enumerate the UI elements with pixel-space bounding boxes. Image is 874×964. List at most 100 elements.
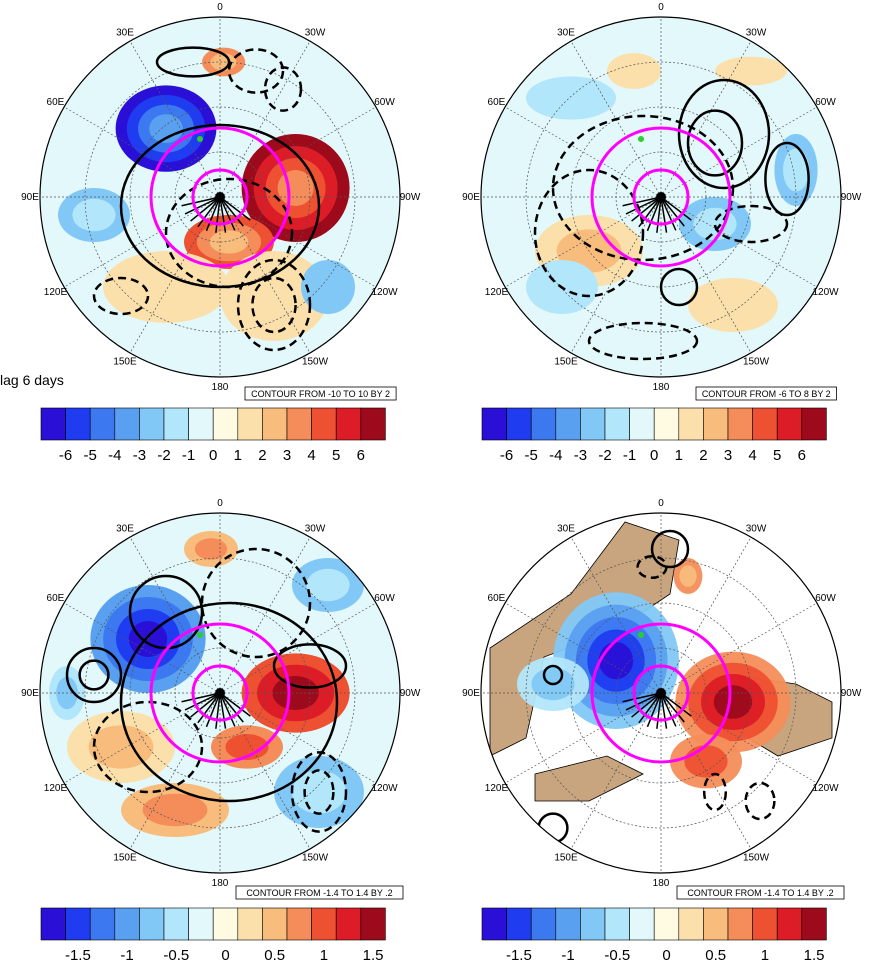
longitude-label: 0 xyxy=(658,2,664,13)
contour-line xyxy=(660,196,677,231)
contour-line xyxy=(660,692,668,729)
magenta-inner-circle xyxy=(632,168,690,226)
contour-line xyxy=(92,700,204,794)
longitude-label: 60W xyxy=(374,593,395,604)
contour-line xyxy=(702,772,728,812)
longitude-label: 60E xyxy=(488,97,506,108)
meridian-line xyxy=(660,692,818,784)
magenta-inner-circle xyxy=(191,168,249,226)
colorbar-label: 2 xyxy=(258,447,266,464)
colorbar-label: -0.5 xyxy=(163,947,189,964)
shading-region xyxy=(194,538,228,560)
meridian-line xyxy=(219,536,311,694)
longitude-label: 150E xyxy=(554,853,578,864)
colorbar-swatch xyxy=(65,907,91,941)
contour-line xyxy=(303,769,335,815)
contour-line xyxy=(656,196,662,233)
contour-line xyxy=(659,267,699,307)
colorbar-swatch xyxy=(335,907,362,941)
contour-line xyxy=(638,196,662,228)
map-panel-1: 0 30W 60W 90W 120W 150W 180 150E 120E 90E 60E 30E CO… xyxy=(21,2,421,464)
shading-region xyxy=(306,568,350,602)
meridian-line xyxy=(660,536,752,694)
shading-region xyxy=(783,148,809,192)
colorbar-label: 5 xyxy=(773,447,781,464)
colorbar-swatch xyxy=(188,407,214,441)
colorbar-label: -5 xyxy=(84,447,97,464)
longitude-label: 90W xyxy=(841,192,862,203)
colorbar-swatch xyxy=(114,407,140,441)
longitude-label: 30W xyxy=(305,523,326,534)
map-fill xyxy=(40,17,400,377)
shading-region xyxy=(598,641,634,680)
contour-line xyxy=(65,646,123,704)
contour-line xyxy=(533,168,645,298)
meridian-line xyxy=(219,602,377,694)
colorbar-label: 1.5 xyxy=(363,947,384,964)
colorbar-label: 6 xyxy=(798,447,806,464)
shading-region xyxy=(688,278,778,332)
colorbar-label: -1 xyxy=(561,947,574,964)
green-marker xyxy=(638,632,644,638)
contour-line xyxy=(219,196,236,231)
colorbar-swatch xyxy=(678,407,704,441)
colorbar-swatch xyxy=(653,407,680,441)
contour-info-box xyxy=(695,386,837,401)
meridian-line xyxy=(660,602,818,694)
contour-line xyxy=(660,196,692,221)
contour-info-text: CONTOUR FROM -6 TO 8 BY 2 xyxy=(702,389,831,399)
green-marker xyxy=(638,136,644,142)
pole-marker xyxy=(656,688,666,698)
contour-line xyxy=(219,692,227,729)
colorbar-swatch xyxy=(506,407,532,441)
contour-line xyxy=(631,692,662,718)
contour-line xyxy=(636,554,668,580)
meridian-line xyxy=(504,106,662,198)
longitude-label: 120E xyxy=(485,783,509,794)
longitude-label: 30W xyxy=(746,27,767,38)
green-marker xyxy=(197,136,203,142)
colorbar-swatch xyxy=(89,907,116,941)
contour-line xyxy=(660,692,692,717)
longitude-label: 30E xyxy=(557,27,575,38)
colorbar-label: 0 xyxy=(650,447,658,464)
colorbar-swatch xyxy=(801,907,827,941)
contour-line xyxy=(631,196,662,222)
shading-region xyxy=(526,76,616,120)
colorbar-swatch xyxy=(604,907,630,941)
colorbar-label: -3 xyxy=(133,447,146,464)
contour-line xyxy=(184,692,221,711)
colorbar-label: 1 xyxy=(234,447,242,464)
colorbar-swatch xyxy=(40,407,66,441)
colorbar-swatch xyxy=(727,907,753,941)
meridian-line xyxy=(660,106,818,198)
contour-line xyxy=(625,692,662,711)
longitude-label: 180 xyxy=(653,382,670,393)
colorbar-label: 1 xyxy=(320,947,328,964)
meridian-line xyxy=(504,196,662,288)
longitude-label: 120E xyxy=(44,783,68,794)
colorbar-swatch xyxy=(237,407,263,441)
colorbar-swatch xyxy=(530,907,557,941)
colorbar-label: -1 xyxy=(182,447,195,464)
colorbar-label: -6 xyxy=(500,447,513,464)
contour-line xyxy=(625,196,662,215)
map-border xyxy=(39,512,401,874)
pole-marker xyxy=(656,192,666,202)
contour-line xyxy=(677,78,771,190)
colorbar-label: 0.5 xyxy=(264,947,285,964)
pole-marker xyxy=(215,688,225,698)
longitude-label: 180 xyxy=(212,878,229,889)
shading-region xyxy=(301,260,355,314)
contour-line xyxy=(190,692,221,718)
colorbar-label: -4 xyxy=(549,447,562,464)
meridian-line xyxy=(219,196,377,288)
colorbar-swatch xyxy=(530,407,557,441)
contour-line xyxy=(656,692,662,729)
colorbar-swatch xyxy=(481,907,507,941)
colorbar-swatch xyxy=(262,907,288,941)
magenta-inner-circle xyxy=(632,664,690,722)
colorbar-swatch xyxy=(163,907,189,941)
colorbar-swatch xyxy=(286,907,312,941)
colorbar-swatch xyxy=(65,407,91,441)
